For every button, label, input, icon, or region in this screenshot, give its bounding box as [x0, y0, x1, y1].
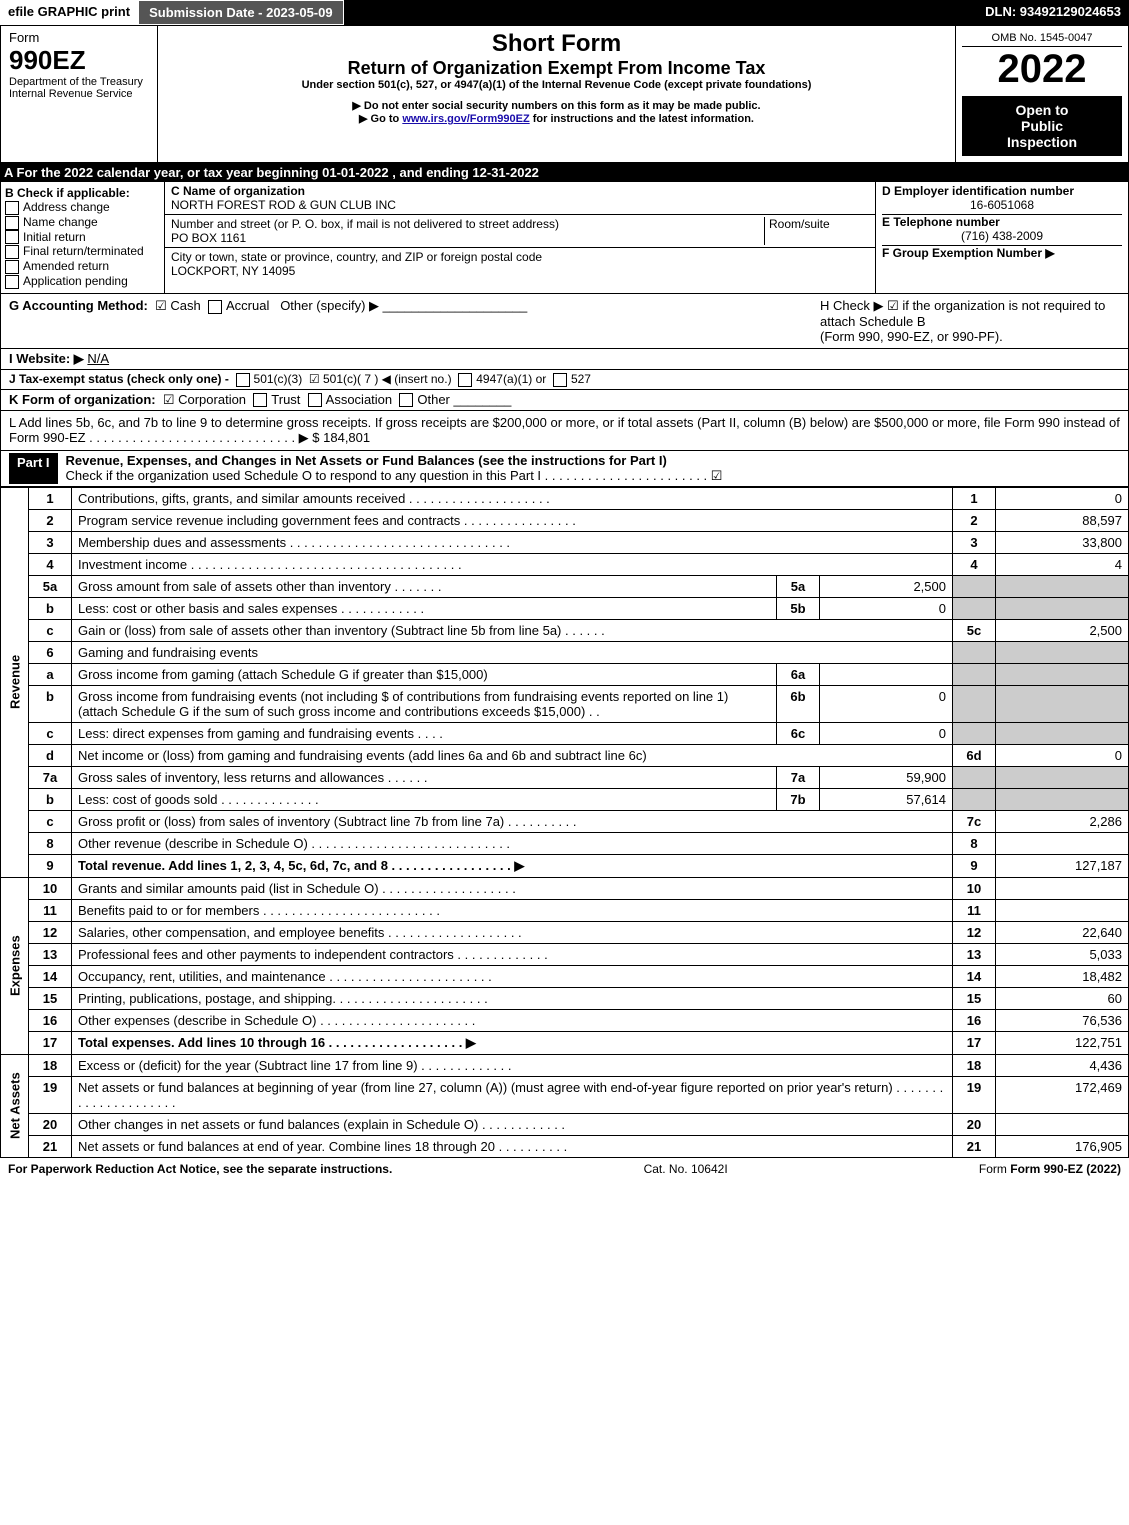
chk-trust[interactable]	[253, 393, 267, 407]
line7c-value: 2,286	[996, 810, 1129, 832]
line10-value	[996, 877, 1129, 899]
org-name: NORTH FOREST ROD & GUN CLUB INC	[171, 198, 869, 212]
line11-value	[996, 899, 1129, 921]
line5b-value: 0	[820, 597, 953, 619]
form-subtitle: Return of Organization Exempt From Incom…	[162, 58, 951, 79]
page-footer: For Paperwork Reduction Act Notice, see …	[0, 1158, 1129, 1180]
goto-line: ▶ Go to www.irs.gov/Form990EZ for instru…	[162, 112, 951, 125]
efile-print-button[interactable]: efile GRAPHIC print	[0, 0, 138, 25]
line6a-value	[820, 663, 953, 685]
chk-amended-return[interactable]	[5, 260, 19, 274]
top-bar: efile GRAPHIC print Submission Date - 20…	[0, 0, 1129, 25]
chk-4947[interactable]	[458, 373, 472, 387]
chk-association[interactable]	[308, 393, 322, 407]
line1-value: 0	[996, 487, 1129, 509]
dln-label: DLN: 93492129024653	[977, 0, 1129, 25]
chk-address-change[interactable]	[5, 201, 19, 215]
chk-501c3[interactable]	[236, 373, 250, 387]
lines-table: Revenue 1Contributions, gifts, grants, a…	[0, 487, 1129, 1158]
row-k-formorg: K Form of organization: ☑ Corporation Tr…	[0, 390, 1129, 411]
ein-value: 16-6051068	[882, 198, 1122, 212]
open-public-inspection: Open to Public Inspection	[962, 96, 1122, 156]
line19-value: 172,469	[996, 1076, 1129, 1113]
chk-527[interactable]	[553, 373, 567, 387]
line2-value: 88,597	[996, 509, 1129, 531]
line16-value: 76,536	[996, 1009, 1129, 1031]
under-section: Under section 501(c), 527, or 4947(a)(1)…	[162, 79, 951, 91]
telephone-value: (716) 438-2009	[882, 229, 1122, 243]
row-gh: G Accounting Method: ☑ Cash Accrual Othe…	[0, 294, 1129, 349]
part1-title: Revenue, Expenses, and Changes in Net As…	[66, 453, 667, 468]
row-j-taxexempt: J Tax-exempt status (check only one) - 5…	[0, 370, 1129, 390]
org-street: PO BOX 1161	[171, 231, 764, 245]
form-number: 990EZ	[9, 45, 149, 76]
line20-value	[996, 1113, 1129, 1135]
section-a-taxyear: A For the 2022 calendar year, or tax yea…	[0, 163, 1129, 182]
row-l-grossreceipts: L Add lines 5b, 6c, and 7b to line 9 to …	[0, 411, 1129, 451]
column-b-checkboxes: B Check if applicable: Address change Na…	[1, 182, 165, 293]
form-title: Short Form	[162, 30, 951, 58]
line5a-value: 2,500	[820, 575, 953, 597]
chk-final-return[interactable]	[5, 245, 19, 259]
line15-value: 60	[996, 987, 1129, 1009]
line8-value	[996, 832, 1129, 854]
line6d-value: 0	[996, 744, 1129, 766]
line7a-value: 59,900	[820, 766, 953, 788]
line18-value: 4,436	[996, 1054, 1129, 1076]
dept-treasury: Department of the Treasury	[9, 76, 149, 88]
tax-year: 2022	[962, 47, 1122, 92]
gross-receipts-value: 184,801	[323, 430, 370, 445]
h-check-text: H Check ▶ ☑ if the organization is not r…	[820, 298, 1120, 329]
submission-date-button[interactable]: Submission Date - 2023-05-09	[138, 0, 344, 25]
column-def: D Employer identification number 16-6051…	[876, 182, 1128, 293]
paperwork-notice: For Paperwork Reduction Act Notice, see …	[8, 1162, 392, 1176]
line5c-value: 2,500	[996, 619, 1129, 641]
line21-value: 176,905	[996, 1135, 1129, 1157]
chk-initial-return[interactable]	[5, 230, 19, 244]
line12-value: 22,640	[996, 921, 1129, 943]
irs-link[interactable]: www.irs.gov/Form990EZ	[402, 113, 529, 125]
column-c-orginfo: C Name of organization NORTH FOREST ROD …	[165, 182, 876, 293]
form-id-footer: Form Form 990-EZ (2022)	[979, 1162, 1121, 1176]
row-i-website: I Website: ▶ N/A	[0, 349, 1129, 370]
omb-number: OMB No. 1545-0047	[962, 32, 1122, 47]
line17-value: 122,751	[996, 1031, 1129, 1054]
part1-label: Part I	[9, 453, 58, 484]
part1-header-row: Part I Revenue, Expenses, and Changes in…	[0, 451, 1129, 487]
line7b-value: 57,614	[820, 788, 953, 810]
chk-application-pending[interactable]	[5, 275, 19, 289]
catalog-number: Cat. No. 10642I	[644, 1162, 728, 1176]
form-label: Form	[9, 30, 149, 45]
chk-name-change[interactable]	[5, 216, 19, 230]
room-suite-label: Room/suite	[764, 217, 869, 245]
line9-value: 127,187	[996, 854, 1129, 877]
warning-ssn: ▶ Do not enter social security numbers o…	[162, 99, 951, 112]
netassets-vertical-label: Net Assets	[1, 1054, 29, 1157]
form-header: Form 990EZ Department of the Treasury In…	[0, 25, 1129, 163]
line3-value: 33,800	[996, 531, 1129, 553]
line13-value: 5,033	[996, 943, 1129, 965]
info-grid: B Check if applicable: Address change Na…	[0, 182, 1129, 294]
part1-check-schedule-o: Check if the organization used Schedule …	[66, 468, 723, 483]
dept-irs: Internal Revenue Service	[9, 88, 149, 100]
org-city: LOCKPORT, NY 14095	[171, 264, 869, 278]
line6c-value: 0	[820, 722, 953, 744]
line14-value: 18,482	[996, 965, 1129, 987]
chk-accrual[interactable]	[208, 300, 222, 314]
group-exemption: F Group Exemption Number ▶	[882, 245, 1122, 260]
revenue-vertical-label: Revenue	[1, 487, 29, 877]
line6b-value: 0	[820, 685, 953, 722]
expenses-vertical-label: Expenses	[1, 877, 29, 1054]
chk-other-org[interactable]	[399, 393, 413, 407]
website-value: N/A	[87, 351, 109, 366]
line4-value: 4	[996, 553, 1129, 575]
